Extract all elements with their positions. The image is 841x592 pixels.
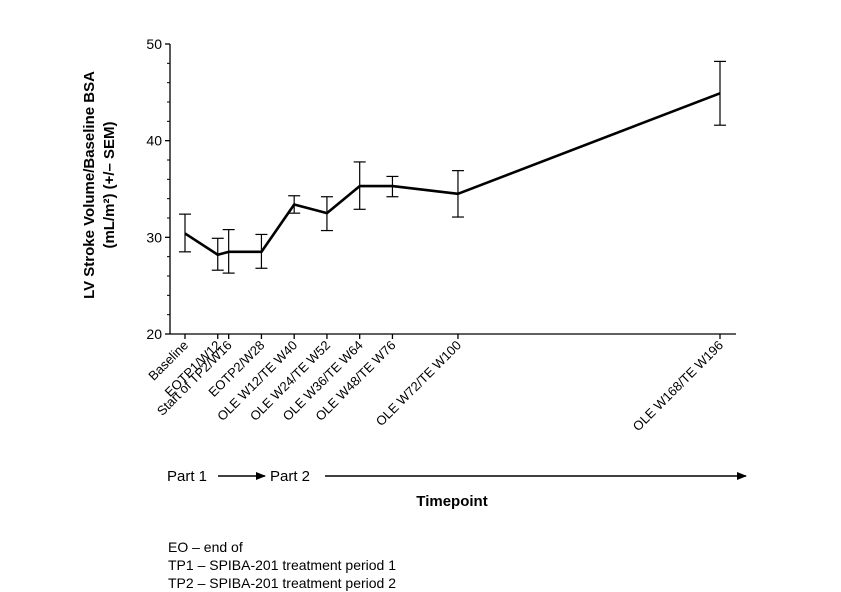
y-ticks: 20 30 40 50 [146, 36, 170, 342]
error-bars [179, 60, 726, 274]
part1-label: Part 1 [167, 468, 207, 485]
error-bar [179, 213, 191, 253]
y-tick-label: 30 [146, 229, 162, 245]
x-tick-label: OLE W168/TE W196 [630, 338, 726, 434]
x-axis-label: Timepoint [416, 493, 487, 510]
y-tick-label: 20 [146, 326, 162, 342]
series-lines [184, 92, 721, 257]
series-line [184, 92, 721, 257]
footnote-tp2: TP2 – SPIBA-201 treatment period 2 [168, 575, 397, 591]
footnotes: EO – end of TP1 – SPIBA-201 treatment pe… [168, 538, 396, 592]
part2-label: Part 2 [270, 468, 310, 485]
y-tick-label: 50 [146, 36, 162, 52]
parts-indicator: Part 1 Part 2 [167, 468, 747, 485]
y-axis-label-line1: LV Stroke Volume/Baseline BSA [81, 71, 98, 299]
y-tick-label: 40 [146, 133, 162, 149]
footnote-eo: EO – end of [168, 539, 243, 555]
y-axis-label-line2: (mL/m²) (+/– SEM) [101, 121, 118, 248]
axes [169, 44, 736, 335]
footnote-tp1: TP1 – SPIBA-201 treatment period 1 [168, 557, 397, 573]
